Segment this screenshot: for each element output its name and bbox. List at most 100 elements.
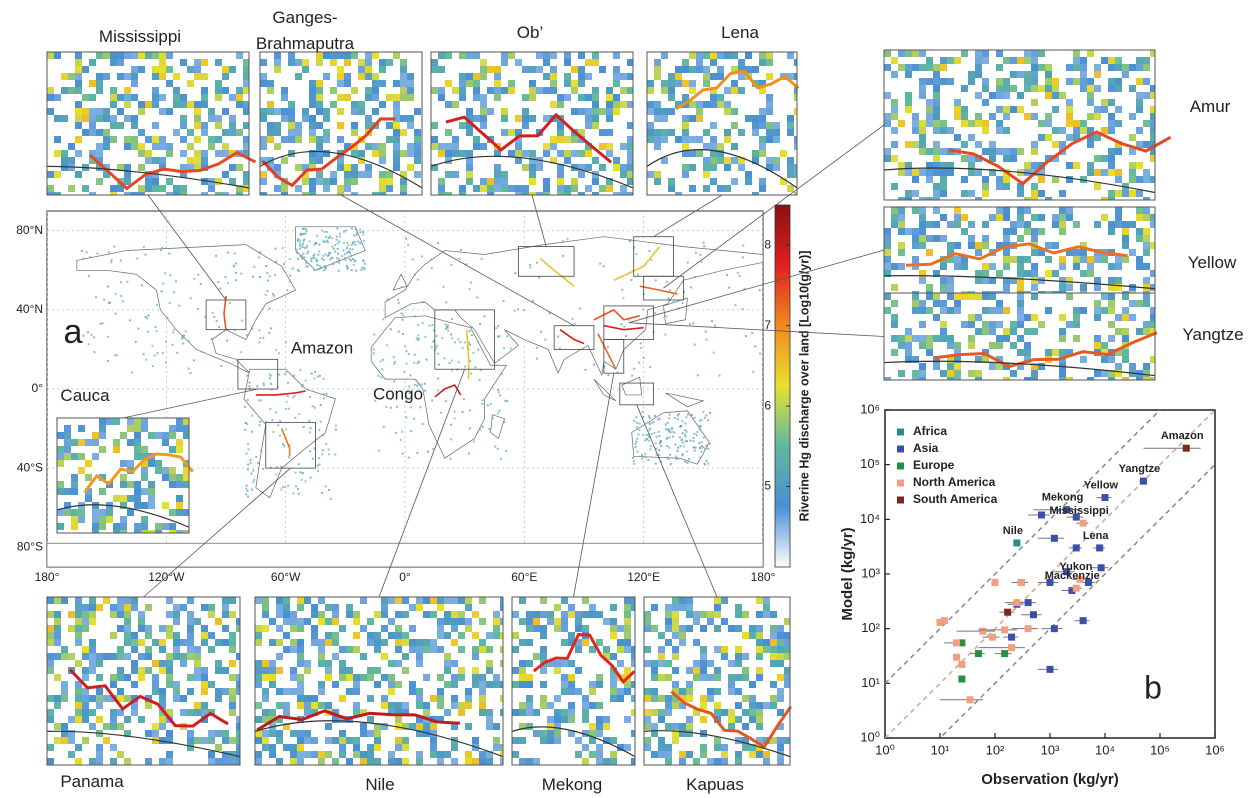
inset-cell [145,52,152,59]
inset-cell [1150,106,1155,113]
river-cell [557,336,559,338]
inset-cell [351,171,358,178]
river-cell [314,371,316,373]
inset-cell [961,155,968,162]
inset-cell [557,150,564,157]
inset-cell [624,604,631,611]
inset-cell [451,618,458,625]
river-cell [679,426,681,428]
inset-cell [407,73,414,80]
inset-cell [215,744,222,751]
inset-cell [770,646,777,653]
inset-cell [92,509,99,516]
river-cell [297,240,299,242]
inset-cell [458,646,465,653]
inset-cell [1122,221,1129,228]
river-cell [279,435,281,437]
river-cell [661,243,663,245]
river-cell [339,233,341,235]
inset-cell [365,59,372,66]
inset-cell [919,221,926,228]
inset-cell [703,157,710,164]
inset-cell [717,157,724,164]
inset-cell [749,716,756,723]
inset-cell [1017,190,1024,197]
inset-cell [267,122,274,129]
inset-cell [82,646,89,653]
inset-cell [682,143,689,150]
inset-cell [651,667,658,674]
inset-cell [187,709,194,716]
inset-cell [515,59,522,66]
inset-cell [631,681,635,688]
river-cell [233,265,235,267]
inset-cell [679,688,686,695]
inset-cell [351,164,358,171]
inset-cell [486,646,493,653]
river-cell [501,373,503,375]
inset-cell [1108,293,1115,300]
river-cell [684,429,686,431]
inset-cell [1136,92,1143,99]
inset-cell [159,660,166,667]
inset-cell [926,57,933,64]
inset-cell [1031,214,1038,221]
inset-cell [982,120,989,127]
inset-cell [99,523,106,530]
inset-cell [1108,64,1115,71]
river-cell [355,228,357,230]
inset-cell [472,737,479,744]
inset-cell [472,611,479,618]
inset-cell [269,674,276,681]
river-cell [659,418,661,420]
inset-cell [365,94,372,101]
inset-cell [620,101,627,108]
inset-cell [180,660,187,667]
inset-cell [138,164,145,171]
inset-cell [75,632,82,639]
inset-cell [47,597,54,604]
inset-cell [400,66,407,73]
inset-cell [1129,314,1136,321]
inset-cell [1066,214,1073,221]
inset-cell [1003,228,1010,235]
inset-cell [599,143,606,150]
inset-cell [1143,57,1150,64]
inset-cell [416,723,423,730]
inset-cell [954,113,961,120]
inset-cell [465,625,472,632]
inset-cell [229,178,236,185]
inset-cell [777,674,784,681]
inset-cell [679,751,686,758]
inset-cell [103,108,110,115]
inset-cell [982,270,989,277]
inset-cell [975,293,982,300]
inset-cell [145,150,152,157]
inset-cell [346,688,353,695]
inset-cell [996,78,1003,85]
inset-cell [1129,176,1136,183]
river-cell [310,427,312,429]
inset-cell [787,185,794,192]
inset-cell [309,87,316,94]
y-tick-label: 10³ [861,565,880,580]
inset-cell [1010,342,1017,349]
river-cell [421,255,423,257]
river-cell [183,335,185,337]
inset-cell [365,52,372,59]
inset-cell [693,611,700,618]
river-cell [713,352,715,354]
inset-cell [714,611,721,618]
inset-cell [613,157,620,164]
inset-cell [176,446,183,453]
inset-cell [627,143,633,150]
inset-cell [120,516,127,523]
inset-cell [589,681,596,688]
inset-cell [631,695,635,702]
inset-cell [522,164,529,171]
inset-cell [501,52,508,59]
inset-cell [194,108,201,115]
inset-cell [996,85,1003,92]
inset-cell [201,674,208,681]
inset-cell [665,758,672,765]
